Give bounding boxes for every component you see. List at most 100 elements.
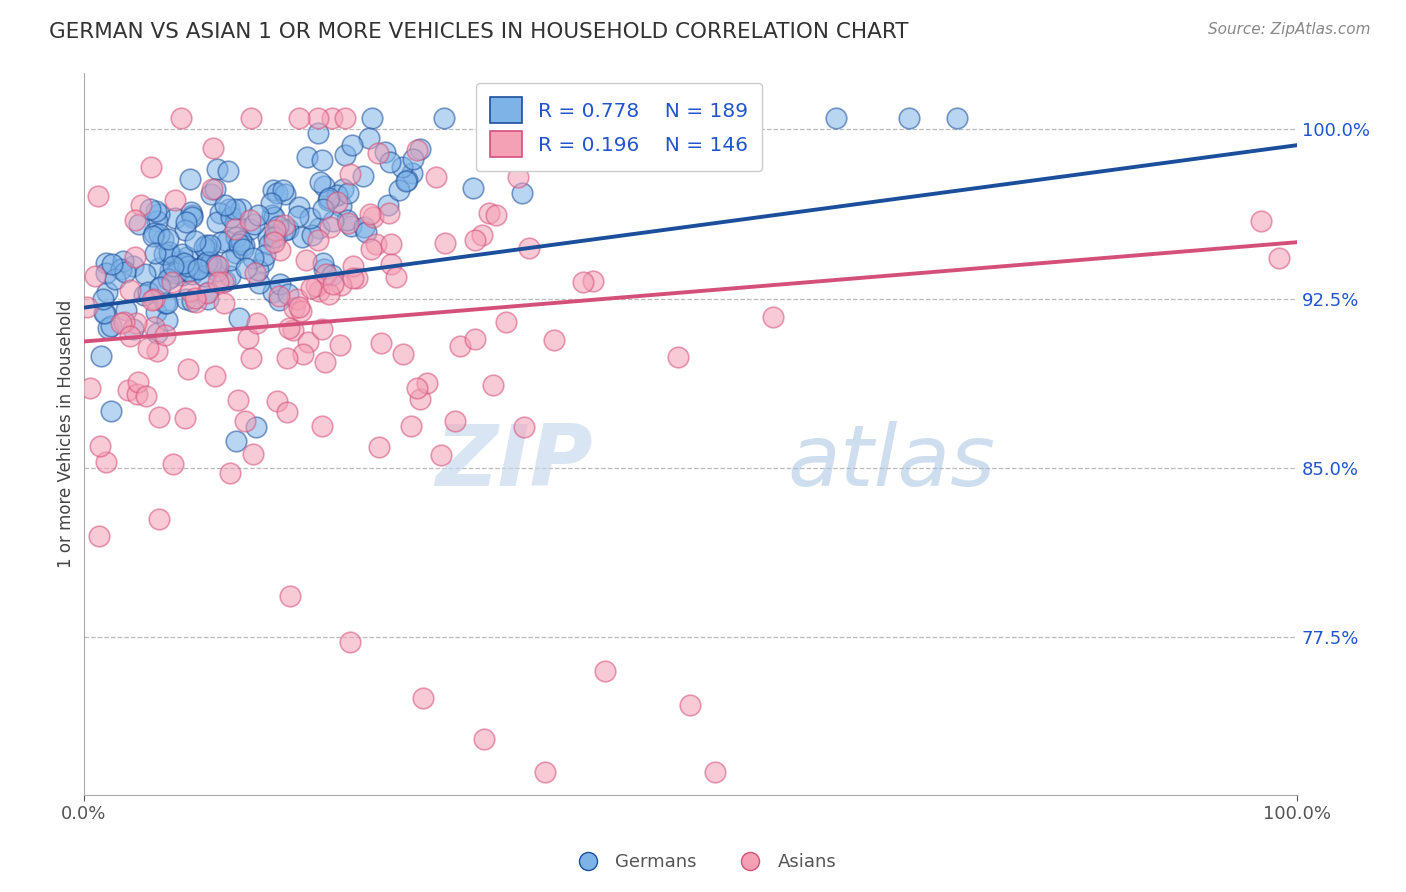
Point (277, 221, 299, 235)
Point (247, 263, 270, 277)
Text: atlas: atlas (787, 421, 995, 504)
Point (354, 225, 377, 239)
Point (176, 292, 198, 306)
Point (167, 254, 190, 268)
Point (495, 128, 517, 143)
Point (395, 174, 418, 188)
Point (357, 131, 380, 145)
Point (574, 145, 596, 160)
Point (402, 152, 425, 166)
Point (314, 178, 336, 193)
Point (142, 228, 165, 243)
Point (297, 334, 319, 349)
Point (162, 259, 184, 273)
Point (264, 229, 287, 244)
Point (197, 292, 219, 306)
Point (90, 349, 112, 363)
Point (242, 447, 264, 461)
Point (277, 321, 299, 335)
Point (322, 214, 344, 228)
Point (160, 275, 183, 289)
Point (169, 258, 191, 272)
Point (307, 233, 329, 247)
Point (499, 111, 522, 125)
Point (246, 316, 269, 330)
Point (145, 326, 167, 341)
Point (156, 313, 179, 327)
Point (170, 111, 193, 125)
Point (740, 111, 762, 125)
Point (295, 252, 318, 267)
Point (112, 315, 135, 329)
Point (291, 230, 314, 244)
Point (225, 230, 247, 244)
Point (478, 205, 501, 219)
Point (510, 186, 533, 200)
Point (91, 292, 114, 306)
Point (159, 263, 181, 277)
Point (288, 111, 311, 125)
Point (174, 410, 197, 425)
Point (146, 343, 169, 358)
Point (330, 199, 353, 213)
Point (290, 303, 312, 318)
Point (100, 319, 122, 334)
Point (472, 731, 495, 746)
Point (353, 219, 375, 234)
Point (1250, 214, 1272, 228)
Point (221, 210, 243, 224)
Point (122, 259, 145, 273)
Point (318, 194, 340, 208)
Point (89, 439, 111, 453)
Point (177, 362, 200, 376)
Point (332, 182, 354, 196)
Point (285, 292, 308, 306)
Point (197, 244, 219, 258)
Point (277, 286, 299, 301)
Point (240, 111, 263, 125)
Point (262, 183, 284, 197)
Point (245, 266, 267, 280)
Point (225, 434, 247, 448)
Point (305, 279, 328, 293)
Point (266, 393, 288, 408)
Text: Source: ZipAtlas.com: Source: ZipAtlas.com (1208, 22, 1371, 37)
Point (162, 457, 184, 471)
Point (156, 296, 179, 310)
Point (224, 222, 246, 236)
Point (152, 247, 174, 261)
Point (212, 275, 235, 289)
Point (273, 219, 295, 233)
Point (314, 262, 336, 277)
Point (370, 335, 392, 350)
Point (200, 186, 222, 201)
Point (124, 251, 146, 265)
Point (254, 248, 277, 262)
Point (172, 268, 194, 282)
Point (384, 269, 406, 284)
Point (471, 227, 494, 242)
Point (308, 221, 330, 235)
Point (104, 272, 127, 286)
Point (204, 182, 226, 196)
Point (173, 223, 195, 237)
Point (825, 111, 848, 125)
Point (195, 285, 218, 300)
Point (179, 172, 201, 186)
Point (263, 235, 285, 250)
Point (219, 268, 242, 283)
Point (214, 198, 236, 212)
Point (114, 265, 136, 279)
Point (342, 259, 364, 273)
Point (114, 302, 136, 317)
Point (94, 455, 117, 469)
Point (124, 212, 146, 227)
Point (274, 223, 297, 237)
Point (209, 235, 232, 250)
Point (87, 529, 110, 543)
Point (148, 207, 170, 221)
Point (79, 381, 101, 395)
Point (346, 271, 368, 285)
Point (176, 215, 198, 229)
Point (409, 142, 432, 156)
